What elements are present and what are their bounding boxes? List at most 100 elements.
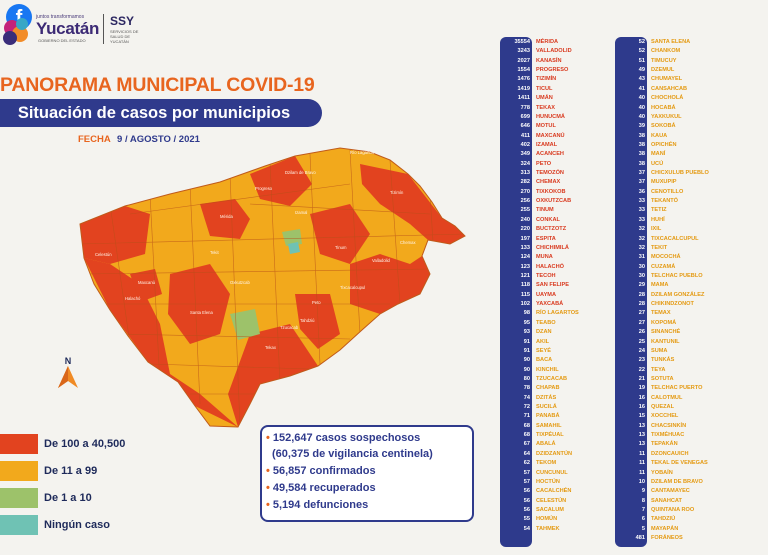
case-count: 52 — [638, 48, 645, 55]
municipio-name: KANTUNIL — [651, 338, 680, 345]
municipio-name: DZAN — [536, 329, 552, 336]
municipio-name: TEMAX — [651, 310, 671, 317]
case-count: 37 — [638, 179, 645, 186]
case-count: 118 — [520, 282, 530, 289]
map-region-southwest — [84, 258, 238, 427]
municipio-name: DZEMUL — [651, 67, 675, 74]
municipio-name: CALOTMUL — [651, 394, 683, 401]
municipio-name: TIZIMÍN — [536, 76, 557, 83]
case-count: 411 — [520, 132, 530, 139]
municipio-name: CHIKINDZONOT — [651, 301, 694, 308]
case-count: 255 — [520, 207, 530, 214]
date-label: FECHA — [78, 134, 111, 145]
case-count: 481 — [635, 535, 645, 542]
case-count: 324 — [520, 160, 530, 167]
case-count: 38 — [638, 141, 645, 148]
municipio-name: OPICHÉN — [651, 141, 677, 148]
municipio-name: SAN FELIPE — [536, 282, 569, 289]
case-count: 38 — [638, 160, 645, 167]
ssy-logo-name: SSY — [110, 14, 135, 28]
case-count: 57 — [523, 478, 530, 485]
case-count: 133 — [520, 244, 530, 251]
municipio-name: TEKANTÓ — [651, 198, 679, 205]
page-subtitle: Situación de casos por municipios — [0, 99, 322, 127]
stat-recuperados-text: 49,584 recuperados — [272, 482, 376, 494]
municipio-name: TEPAKÁN — [651, 441, 678, 448]
case-count: 27 — [638, 319, 645, 326]
stat-defunciones-text: 5,194 defunciones — [272, 499, 369, 511]
municipio-name: DZONCAUICH — [651, 450, 689, 457]
case-count: 1554 — [517, 67, 530, 74]
case-count: 91 — [523, 338, 530, 345]
case-count: 29 — [638, 282, 645, 289]
case-count: 62 — [523, 460, 530, 467]
map-region-merida — [200, 199, 250, 239]
case-count: 13 — [638, 441, 645, 448]
case-count: 98 — [523, 310, 530, 317]
map-municipio-label: Chemax — [400, 240, 416, 245]
case-count: 90 — [523, 366, 530, 373]
case-count: 6 — [641, 516, 645, 523]
municipio-name: TEKAL DE VENEGAS — [651, 460, 708, 467]
case-count: 38 — [638, 151, 645, 158]
municipio-name: SOTUTA — [651, 375, 674, 382]
municipio-name: HOCTÚN — [536, 478, 560, 485]
map-municipio-label: Tzucacab — [280, 325, 299, 330]
stat-recuperados: • 49,584 recuperados — [266, 482, 376, 494]
municipio-name: TIXPÉUAL — [536, 432, 564, 439]
case-count: 43 — [638, 76, 645, 83]
north-label: N — [64, 356, 72, 366]
municipio-name: ABALÁ — [536, 441, 556, 448]
stat-sospechosos-text: 152,647 casos sospechosos — [272, 432, 421, 444]
map-municipio-label: Mérida — [220, 214, 233, 219]
map-region-north — [250, 156, 312, 206]
case-count: 123 — [520, 263, 530, 270]
municipio-name: MOTUL — [536, 123, 556, 130]
municipio-name: KINCHIL — [536, 366, 559, 373]
map-region-peto — [295, 294, 340, 349]
case-count: 9 — [641, 488, 645, 495]
stat-confirmados-text: 56,857 confirmados — [272, 465, 376, 477]
municipio-name: MÉRIDA — [536, 39, 559, 45]
municipio-name: CHACSINKÍN — [651, 422, 687, 429]
map-region-valladolid — [350, 254, 430, 314]
municipio-name: KAUA — [651, 132, 668, 139]
case-count: 64 — [523, 450, 530, 457]
case-count: 646 — [520, 123, 530, 130]
case-count: 282 — [520, 179, 530, 186]
municipio-name: CONKAL — [536, 216, 560, 223]
municipio-name: IXIL — [651, 226, 662, 233]
map-municipio-label: Tixcacalcupul — [340, 285, 365, 290]
municipio-name: CHAPAB — [536, 385, 560, 392]
case-count: 13 — [638, 432, 645, 439]
stat-centinela: (60,375 de vigilancia centinela) — [272, 448, 433, 460]
municipio-name: TICUL — [536, 85, 553, 92]
municipio-name: TEKAX — [536, 104, 555, 111]
ssy-logo-subtitle: SERVICIOS DE SALUD DE YUCATÁN — [110, 29, 139, 44]
map-municipio-label: Peto — [312, 300, 321, 305]
municipio-name: TECOH — [536, 273, 556, 279]
case-count: 23 — [638, 357, 645, 364]
case-count: 38 — [638, 132, 645, 139]
municipio-name: PANABÁ — [536, 413, 560, 420]
case-count: 699 — [520, 113, 530, 120]
case-count: 313 — [520, 170, 530, 177]
stat-confirmados: • 56,857 confirmados — [266, 465, 376, 477]
map-municipio-label: Santa Elena — [190, 310, 213, 315]
case-count: 39 — [638, 123, 645, 130]
case-count: 93 — [523, 329, 530, 336]
case-count: 1476 — [517, 76, 530, 83]
case-count: 256 — [520, 198, 530, 205]
municipio-name: DZIDZANTÚN — [536, 450, 573, 457]
case-count: 2027 — [517, 57, 530, 64]
municipio-name: TELCHAC PUEBLO — [651, 273, 703, 279]
municipio-name: SANAHCAT — [651, 497, 682, 504]
map-region-south — [228, 324, 318, 427]
municipio-name: TIXMÉHUAC — [651, 432, 685, 439]
case-count: 13 — [638, 422, 645, 429]
case-count: 35554 — [514, 39, 530, 45]
municipio-name: ESPITA — [536, 235, 556, 242]
map-region-west — [80, 206, 150, 264]
case-count: 67 — [523, 441, 530, 448]
